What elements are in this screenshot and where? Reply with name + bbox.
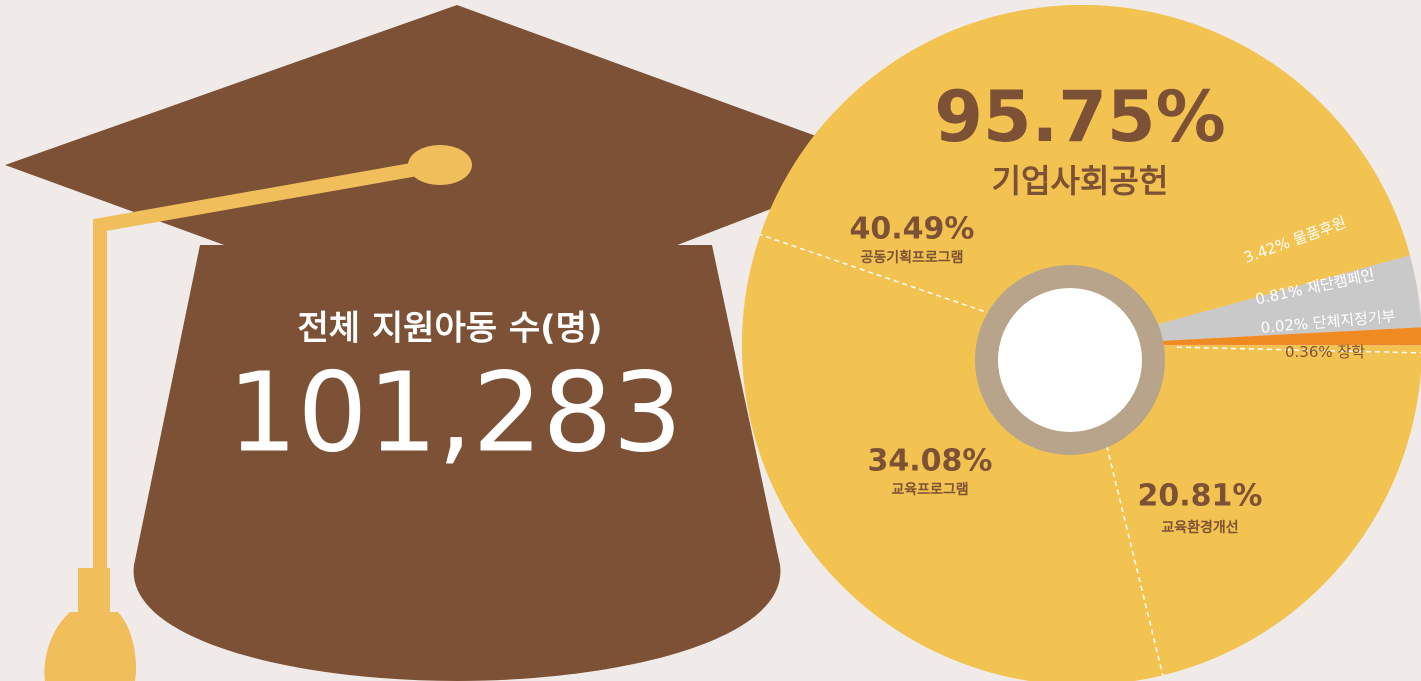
total-value: 101,283: [228, 348, 683, 476]
tassel-knot: [78, 568, 110, 616]
value-label: 0.36%: [1285, 343, 1333, 361]
value-label: 34.08%: [868, 444, 993, 479]
category-label: 장학: [1337, 343, 1365, 361]
cap-button: [408, 145, 472, 185]
category-label: 공동기획프로그램: [860, 249, 963, 266]
slice-label: 기업사회공헌: [992, 162, 1169, 200]
total-label: 전체 지원아동 수(명): [298, 309, 603, 349]
breakdown-label: 0.36% 장학: [1285, 343, 1365, 361]
tassel: [44, 612, 136, 681]
page: 전체 지원아동 수(명) 101,283 95.75%기업사회공헌3.42% 물…: [0, 0, 1421, 681]
value-label: 95.75%: [934, 76, 1226, 158]
infographic: 전체 지원아동 수(명) 101,283 95.75%기업사회공헌3.42% 물…: [0, 0, 1421, 681]
category-label: 교육프로그램: [891, 481, 968, 498]
value-label: 20.81%: [1138, 479, 1263, 514]
value-label: 40.49%: [850, 212, 975, 247]
category-label: 교육환경개선: [1161, 519, 1238, 536]
donut-hole: [998, 288, 1142, 432]
